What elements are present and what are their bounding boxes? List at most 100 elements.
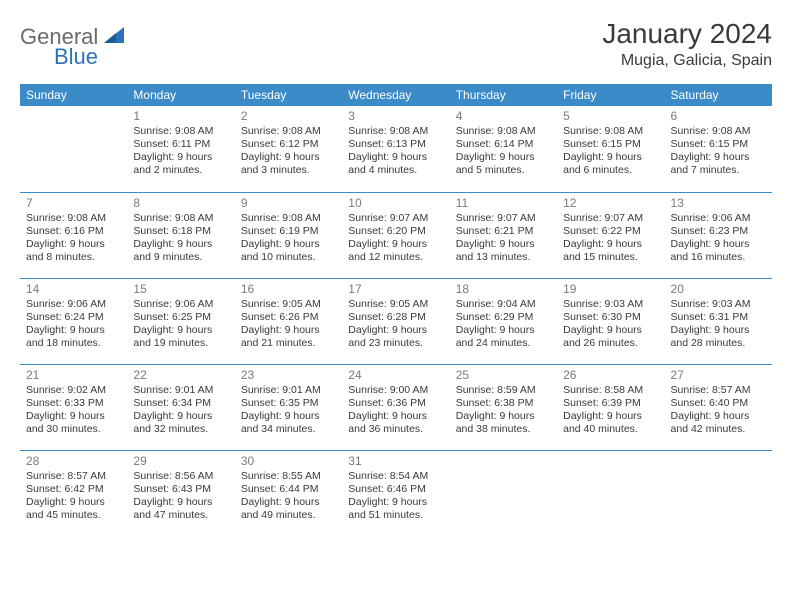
day-info: Sunrise: 9:05 AMSunset: 6:26 PMDaylight:… [241, 298, 336, 351]
day-info: Sunrise: 9:01 AMSunset: 6:35 PMDaylight:… [241, 384, 336, 437]
day-number: 5 [563, 109, 658, 123]
day-number: 26 [563, 368, 658, 382]
calendar-cell: 20Sunrise: 9:03 AMSunset: 6:31 PMDayligh… [665, 278, 772, 364]
day-number: 31 [348, 454, 443, 468]
day-number: 28 [26, 454, 121, 468]
day-info: Sunrise: 9:01 AMSunset: 6:34 PMDaylight:… [133, 384, 228, 437]
calendar-cell [557, 450, 664, 536]
day-info: Sunrise: 9:03 AMSunset: 6:30 PMDaylight:… [563, 298, 658, 351]
calendar-cell [450, 450, 557, 536]
day-info: Sunrise: 9:08 AMSunset: 6:11 PMDaylight:… [133, 125, 228, 178]
calendar-row: 14 Sunrise: 9:06 AMSunset: 6:24 PMDayligh… [20, 278, 772, 364]
day-number: 16 [241, 282, 336, 296]
calendar-cell: 11Sunrise: 9:07 AMSunset: 6:21 PMDayligh… [450, 192, 557, 278]
day-info: Sunrise: 9:00 AMSunset: 6:36 PMDaylight:… [348, 384, 443, 437]
day-number: 10 [348, 196, 443, 210]
calendar-cell: 29 Sunrise: 8:56 AMSunset: 6:43 PMDayligh… [127, 450, 234, 536]
day-info: Sunrise: 8:56 AMSunset: 6:43 PMDaylight:… [133, 470, 228, 523]
day-number: 25 [456, 368, 551, 382]
calendar-cell: 28 Sunrise: 8:57 AMSunset: 6:42 PMDayligh… [20, 450, 127, 536]
calendar-row: 1Sunrise: 9:08 AMSunset: 6:11 PMDaylight… [20, 106, 772, 192]
calendar-cell: 15 Sunrise: 9:06 AMSunset: 6:25 PMDayligh… [127, 278, 234, 364]
calendar-cell: 16 Sunrise: 9:05 AMSunset: 6:26 PMDayligh… [235, 278, 342, 364]
day-info: Sunrise: 9:05 AMSunset: 6:28 PMDaylight:… [348, 298, 443, 351]
calendar-cell: 2 Sunrise: 9:08 AMSunset: 6:12 PMDaylight… [235, 106, 342, 192]
calendar-cell: 17Sunrise: 9:05 AMSunset: 6:28 PMDayligh… [342, 278, 449, 364]
calendar-cell: 19 Sunrise: 9:03 AMSunset: 6:30 PMDayligh… [557, 278, 664, 364]
day-number: 2 [241, 109, 336, 123]
day-info: Sunrise: 9:03 AMSunset: 6:31 PMDaylight:… [671, 298, 766, 351]
calendar-cell: 24Sunrise: 9:00 AMSunset: 6:36 PMDayligh… [342, 364, 449, 450]
calendar-cell [665, 450, 772, 536]
calendar-row: 7 Sunrise: 9:08 AMSunset: 6:16 PMDaylight… [20, 192, 772, 278]
calendar-cell: 1Sunrise: 9:08 AMSunset: 6:11 PMDaylight… [127, 106, 234, 192]
day-info: Sunrise: 9:06 AMSunset: 6:23 PMDaylight:… [671, 212, 766, 265]
day-info: Sunrise: 9:08 AMSunset: 6:18 PMDaylight:… [133, 212, 228, 265]
weekday-header: Saturday [665, 84, 772, 106]
calendar-cell: 27Sunrise: 8:57 AMSunset: 6:40 PMDayligh… [665, 364, 772, 450]
calendar-cell: 7 Sunrise: 9:08 AMSunset: 6:16 PMDaylight… [20, 192, 127, 278]
calendar-table: Sunday Monday Tuesday Wednesday Thursday… [20, 84, 772, 536]
day-info: Sunrise: 9:02 AMSunset: 6:33 PMDaylight:… [26, 384, 121, 437]
weekday-header: Tuesday [235, 84, 342, 106]
calendar-cell: 10 Sunrise: 9:07 AMSunset: 6:20 PMDayligh… [342, 192, 449, 278]
weekday-header: Sunday [20, 84, 127, 106]
calendar-cell: 14 Sunrise: 9:06 AMSunset: 6:24 PMDayligh… [20, 278, 127, 364]
calendar-cell: 9 Sunrise: 9:08 AMSunset: 6:19 PMDaylight… [235, 192, 342, 278]
day-info: Sunrise: 9:08 AMSunset: 6:16 PMDaylight:… [26, 212, 121, 265]
day-info: Sunrise: 9:06 AMSunset: 6:25 PMDaylight:… [133, 298, 228, 351]
day-info: Sunrise: 9:08 AMSunset: 6:19 PMDaylight:… [241, 212, 336, 265]
calendar-cell: 18Sunrise: 9:04 AMSunset: 6:29 PMDayligh… [450, 278, 557, 364]
calendar-cell [20, 106, 127, 192]
calendar-cell: 23 Sunrise: 9:01 AMSunset: 6:35 PMDayligh… [235, 364, 342, 450]
calendar-cell: 4Sunrise: 9:08 AMSunset: 6:14 PMDaylight… [450, 106, 557, 192]
day-number: 4 [456, 109, 551, 123]
month-title: January 2024 [602, 18, 772, 50]
day-number: 11 [456, 196, 551, 210]
calendar-cell: 22 Sunrise: 9:01 AMSunset: 6:34 PMDayligh… [127, 364, 234, 450]
day-number: 12 [563, 196, 658, 210]
day-number: 23 [241, 368, 336, 382]
day-number: 13 [671, 196, 766, 210]
day-number: 6 [671, 109, 766, 123]
day-info: Sunrise: 9:08 AMSunset: 6:15 PMDaylight:… [563, 125, 658, 178]
day-info: Sunrise: 9:08 AMSunset: 6:15 PMDaylight:… [671, 125, 766, 178]
day-number: 18 [456, 282, 551, 296]
day-number: 30 [241, 454, 336, 468]
day-number: 29 [133, 454, 228, 468]
day-info: Sunrise: 8:55 AMSunset: 6:44 PMDaylight:… [241, 470, 336, 523]
day-number: 9 [241, 196, 336, 210]
day-number: 7 [26, 196, 121, 210]
calendar-cell: 31Sunrise: 8:54 AMSunset: 6:46 PMDayligh… [342, 450, 449, 536]
title-block: January 2024 Mugia, Galicia, Spain [602, 18, 772, 70]
calendar-cell: 12 Sunrise: 9:07 AMSunset: 6:22 PMDayligh… [557, 192, 664, 278]
header: General January 2024 Mugia, Galicia, Spa… [20, 18, 772, 70]
logo-sub: Blue [20, 44, 98, 70]
day-number: 22 [133, 368, 228, 382]
calendar-cell: 8Sunrise: 9:08 AMSunset: 6:18 PMDaylight… [127, 192, 234, 278]
day-info: Sunrise: 8:58 AMSunset: 6:39 PMDaylight:… [563, 384, 658, 437]
day-info: Sunrise: 8:59 AMSunset: 6:38 PMDaylight:… [456, 384, 551, 437]
day-info: Sunrise: 9:07 AMSunset: 6:20 PMDaylight:… [348, 212, 443, 265]
calendar-cell: 21 Sunrise: 9:02 AMSunset: 6:33 PMDayligh… [20, 364, 127, 450]
calendar-cell: 25 Sunrise: 8:59 AMSunset: 6:38 PMDayligh… [450, 364, 557, 450]
day-info: Sunrise: 8:57 AMSunset: 6:42 PMDaylight:… [26, 470, 121, 523]
day-number: 21 [26, 368, 121, 382]
weekday-header: Wednesday [342, 84, 449, 106]
day-number: 14 [26, 282, 121, 296]
calendar-row: 21 Sunrise: 9:02 AMSunset: 6:33 PMDayligh… [20, 364, 772, 450]
weekday-header: Friday [557, 84, 664, 106]
logo-sail-icon [102, 25, 126, 50]
calendar-cell: 13 Sunrise: 9:06 AMSunset: 6:23 PMDayligh… [665, 192, 772, 278]
day-number: 15 [133, 282, 228, 296]
day-info: Sunrise: 9:06 AMSunset: 6:24 PMDaylight:… [26, 298, 121, 351]
calendar-cell: 26 Sunrise: 8:58 AMSunset: 6:39 PMDayligh… [557, 364, 664, 450]
day-info: Sunrise: 9:08 AMSunset: 6:12 PMDaylight:… [241, 125, 336, 178]
weekday-header-row: Sunday Monday Tuesday Wednesday Thursday… [20, 84, 772, 106]
day-info: Sunrise: 9:07 AMSunset: 6:22 PMDaylight:… [563, 212, 658, 265]
day-number: 19 [563, 282, 658, 296]
logo-text-blue: Blue [54, 44, 98, 69]
calendar-row: 28 Sunrise: 8:57 AMSunset: 6:42 PMDayligh… [20, 450, 772, 536]
calendar-cell: 3Sunrise: 9:08 AMSunset: 6:13 PMDaylight… [342, 106, 449, 192]
location: Mugia, Galicia, Spain [602, 52, 772, 70]
